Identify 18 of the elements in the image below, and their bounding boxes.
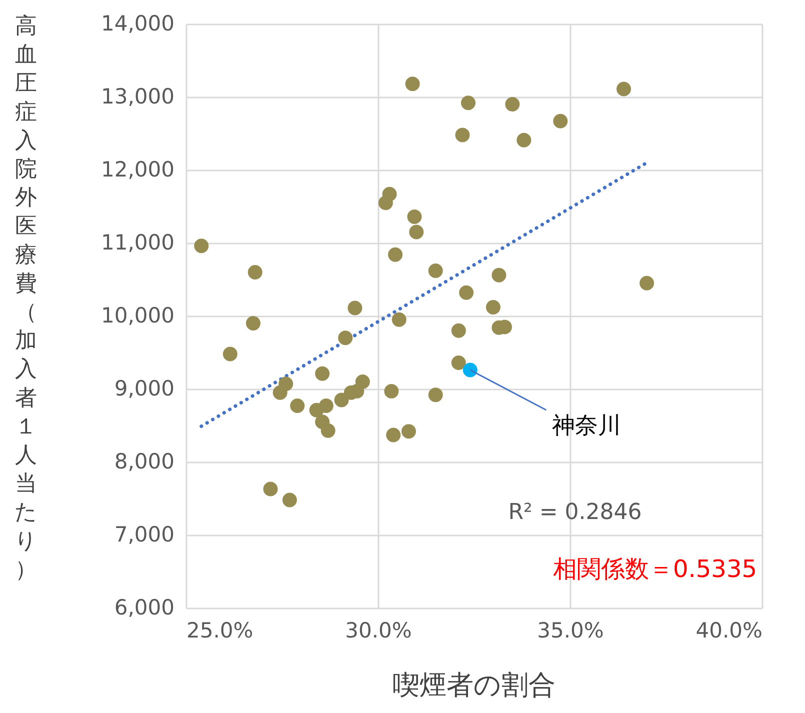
x-tick-label: 30.0% <box>345 618 412 642</box>
x-axis-title: 喫煙者の割合 <box>392 670 556 701</box>
x-tick-label: 25.0% <box>186 618 254 642</box>
text: 高血圧症入院外医療費（加入者１人当たり） <box>14 14 38 582</box>
y-tick-label: 7,000 <box>114 522 174 546</box>
y-tick-label: 8,000 <box>114 450 174 474</box>
annotation: R² = 0.2846 <box>508 500 642 525</box>
y-tick-label: 6,000 <box>114 596 174 620</box>
annotation: 神奈川 <box>552 413 622 440</box>
y-tick-label: 14,000 <box>101 12 174 36</box>
y-tick-label: 9,000 <box>114 376 174 400</box>
annotation: 相関係数＝0.5335 <box>553 555 757 583</box>
y-tick-label: 11,000 <box>101 230 174 254</box>
x-tick-label: 40.0% <box>696 618 762 642</box>
x-tick-label: 35.0% <box>537 618 604 642</box>
y-tick-label: 12,000 <box>101 158 174 182</box>
y-tick-label: 13,000 <box>101 84 174 108</box>
y-tick-label: 10,000 <box>101 304 174 328</box>
